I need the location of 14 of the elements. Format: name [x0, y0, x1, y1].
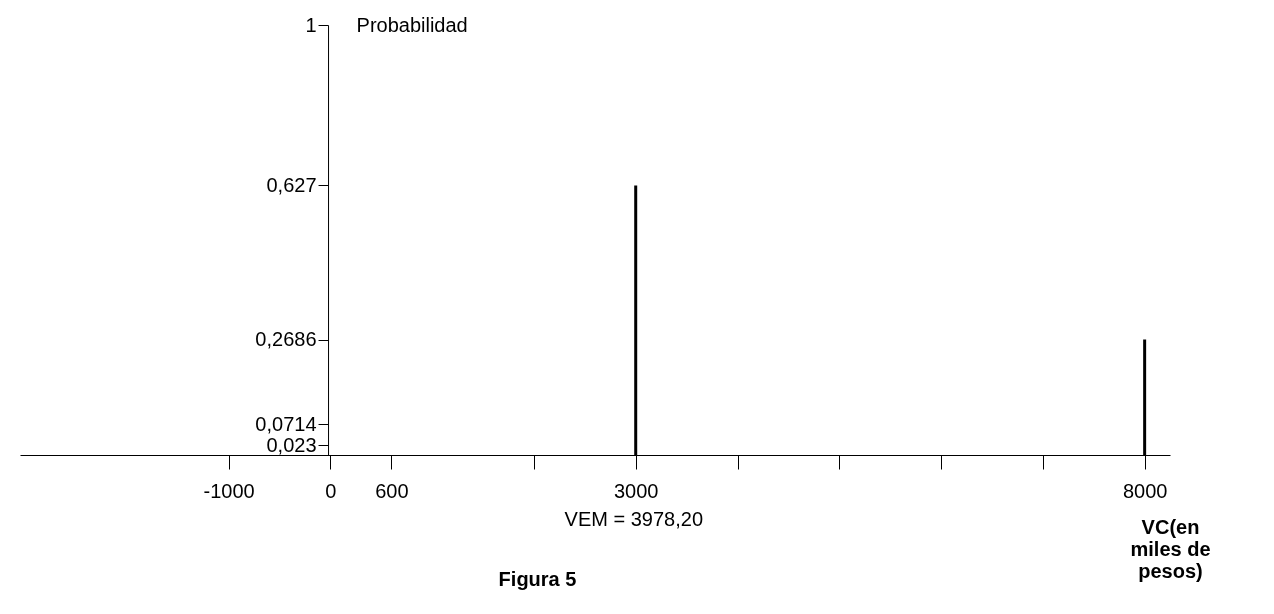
x-tick-label: -1000: [203, 479, 255, 502]
y-tick-label: 0,0714: [255, 412, 317, 435]
y-tick-label: 0,023: [266, 433, 317, 456]
y-tick-label: 1: [305, 13, 317, 36]
x-tick-label: 600: [375, 479, 409, 502]
y-axis-title: Probabilidad: [356, 13, 468, 36]
x-tick-label: 8000: [1122, 479, 1168, 502]
x-tick-label: 0: [325, 479, 337, 502]
x-axis-title: VC(en miles de pesos): [1130, 515, 1211, 582]
y-tick-label: 0,2686: [255, 328, 317, 350]
text: Figura 5: [498, 568, 577, 590]
x-tick-label: 3000: [613, 479, 659, 502]
y-tick-label: 0,627: [266, 173, 317, 196]
text: VEM = 3978,20: [564, 508, 704, 530]
